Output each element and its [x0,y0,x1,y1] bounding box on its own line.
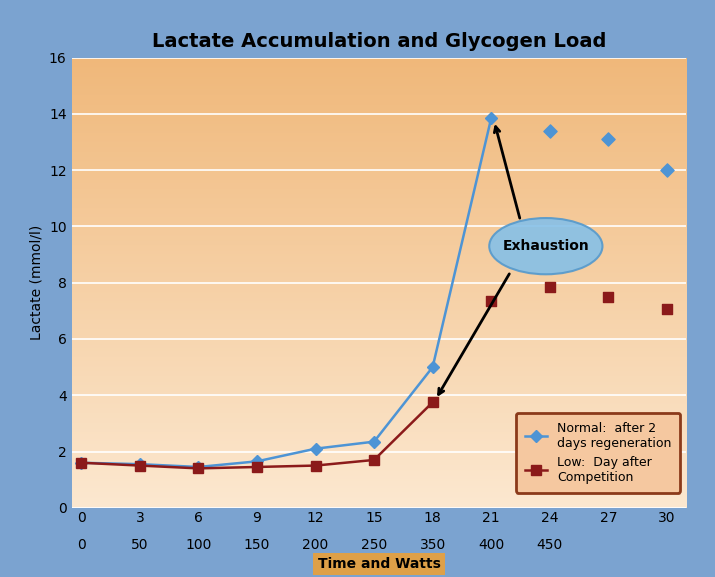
Low:  Day after
Competition: (12, 1.5): Day after Competition: (12, 1.5) [311,462,320,469]
Text: 150: 150 [244,538,270,552]
Normal:  after 2
days regeneration: (6, 1.45): after 2 days regeneration: (6, 1.45) [194,463,202,470]
Low:  Day after
Competition: (0, 1.6): Day after Competition: (0, 1.6) [77,459,86,466]
Line: Low:  Day after
Competition: Low: Day after Competition [77,398,438,473]
Normal:  after 2
days regeneration: (0, 1.6): after 2 days regeneration: (0, 1.6) [77,459,86,466]
Point [603,292,614,301]
Point [544,282,556,291]
Text: 200: 200 [302,538,329,552]
Text: 0: 0 [77,538,86,552]
Point [661,166,673,175]
Text: 100: 100 [185,538,212,552]
Text: 450: 450 [537,538,563,552]
Title: Lactate Accumulation and Glycogen Load: Lactate Accumulation and Glycogen Load [152,32,606,51]
Low:  Day after
Competition: (6, 1.4): Day after Competition: (6, 1.4) [194,465,202,472]
Normal:  after 2
days regeneration: (18, 5): after 2 days regeneration: (18, 5) [428,364,437,370]
Text: Exhaustion: Exhaustion [503,239,589,253]
Point [661,305,673,314]
Legend: Normal:  after 2
days regeneration, Low:  Day after
Competition: Normal: after 2 days regeneration, Low: … [516,413,680,493]
Normal:  after 2
days regeneration: (15, 2.35): after 2 days regeneration: (15, 2.35) [370,438,378,445]
Ellipse shape [489,218,603,274]
Point [603,134,614,144]
Normal:  after 2
days regeneration: (9, 1.65): after 2 days regeneration: (9, 1.65) [252,458,261,465]
Low:  Day after
Competition: (9, 1.45): Day after Competition: (9, 1.45) [252,463,261,470]
Text: 400: 400 [478,538,504,552]
Low:  Day after
Competition: (15, 1.7): Day after Competition: (15, 1.7) [370,456,378,463]
Line: Normal:  after 2
days regeneration: Normal: after 2 days regeneration [77,114,495,471]
Text: 50: 50 [131,538,149,552]
Y-axis label: Lactate (mmol/l): Lactate (mmol/l) [29,225,44,340]
Normal:  after 2
days regeneration: (3, 1.55): after 2 days regeneration: (3, 1.55) [136,460,144,467]
Low:  Day after
Competition: (18, 3.75): Day after Competition: (18, 3.75) [428,399,437,406]
Text: 250: 250 [361,538,388,552]
Low:  Day after
Competition: (3, 1.5): Day after Competition: (3, 1.5) [136,462,144,469]
Text: Time and Watts: Time and Watts [317,557,440,571]
Normal:  after 2
days regeneration: (12, 2.1): after 2 days regeneration: (12, 2.1) [311,445,320,452]
Text: 350: 350 [420,538,445,552]
Point [544,126,556,136]
Point [485,297,497,306]
Normal:  after 2
days regeneration: (21, 13.8): after 2 days regeneration: (21, 13.8) [487,115,495,122]
